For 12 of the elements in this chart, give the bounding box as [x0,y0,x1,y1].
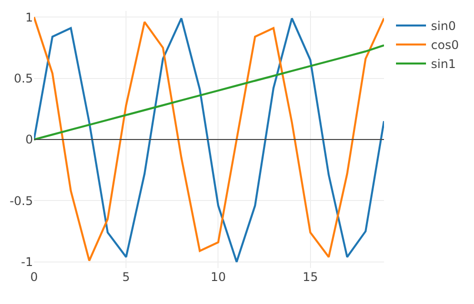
x-tick-label: 5 [122,270,130,284]
x-tick-label: 15 [302,270,318,284]
legend-label: sin0 [431,19,456,34]
legend-label: sin1 [431,57,456,72]
y-tick-label: -1 [21,255,33,270]
y-tick-label: 0.5 [14,72,33,86]
y-tick-label: 1 [25,10,33,24]
legend-label: cos0 [431,38,459,52]
y-tick-label: 0 [25,132,33,147]
x-tick-label: 10 [210,270,226,284]
line-series [34,44,384,140]
y-tick-label: -0.5 [10,194,33,208]
